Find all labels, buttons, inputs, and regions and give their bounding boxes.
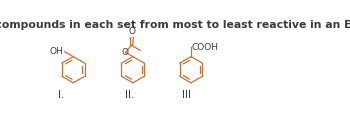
- Text: II.: II.: [125, 90, 134, 100]
- Text: Rank the compounds in each set from most to least reactive in an EAS reaction: Rank the compounds in each set from most…: [0, 20, 350, 30]
- Text: O: O: [128, 27, 135, 36]
- Text: III: III: [182, 90, 191, 100]
- Text: OH: OH: [50, 47, 64, 56]
- Text: I.: I.: [58, 90, 65, 100]
- Text: O: O: [121, 48, 128, 57]
- Text: COOH: COOH: [192, 42, 219, 52]
